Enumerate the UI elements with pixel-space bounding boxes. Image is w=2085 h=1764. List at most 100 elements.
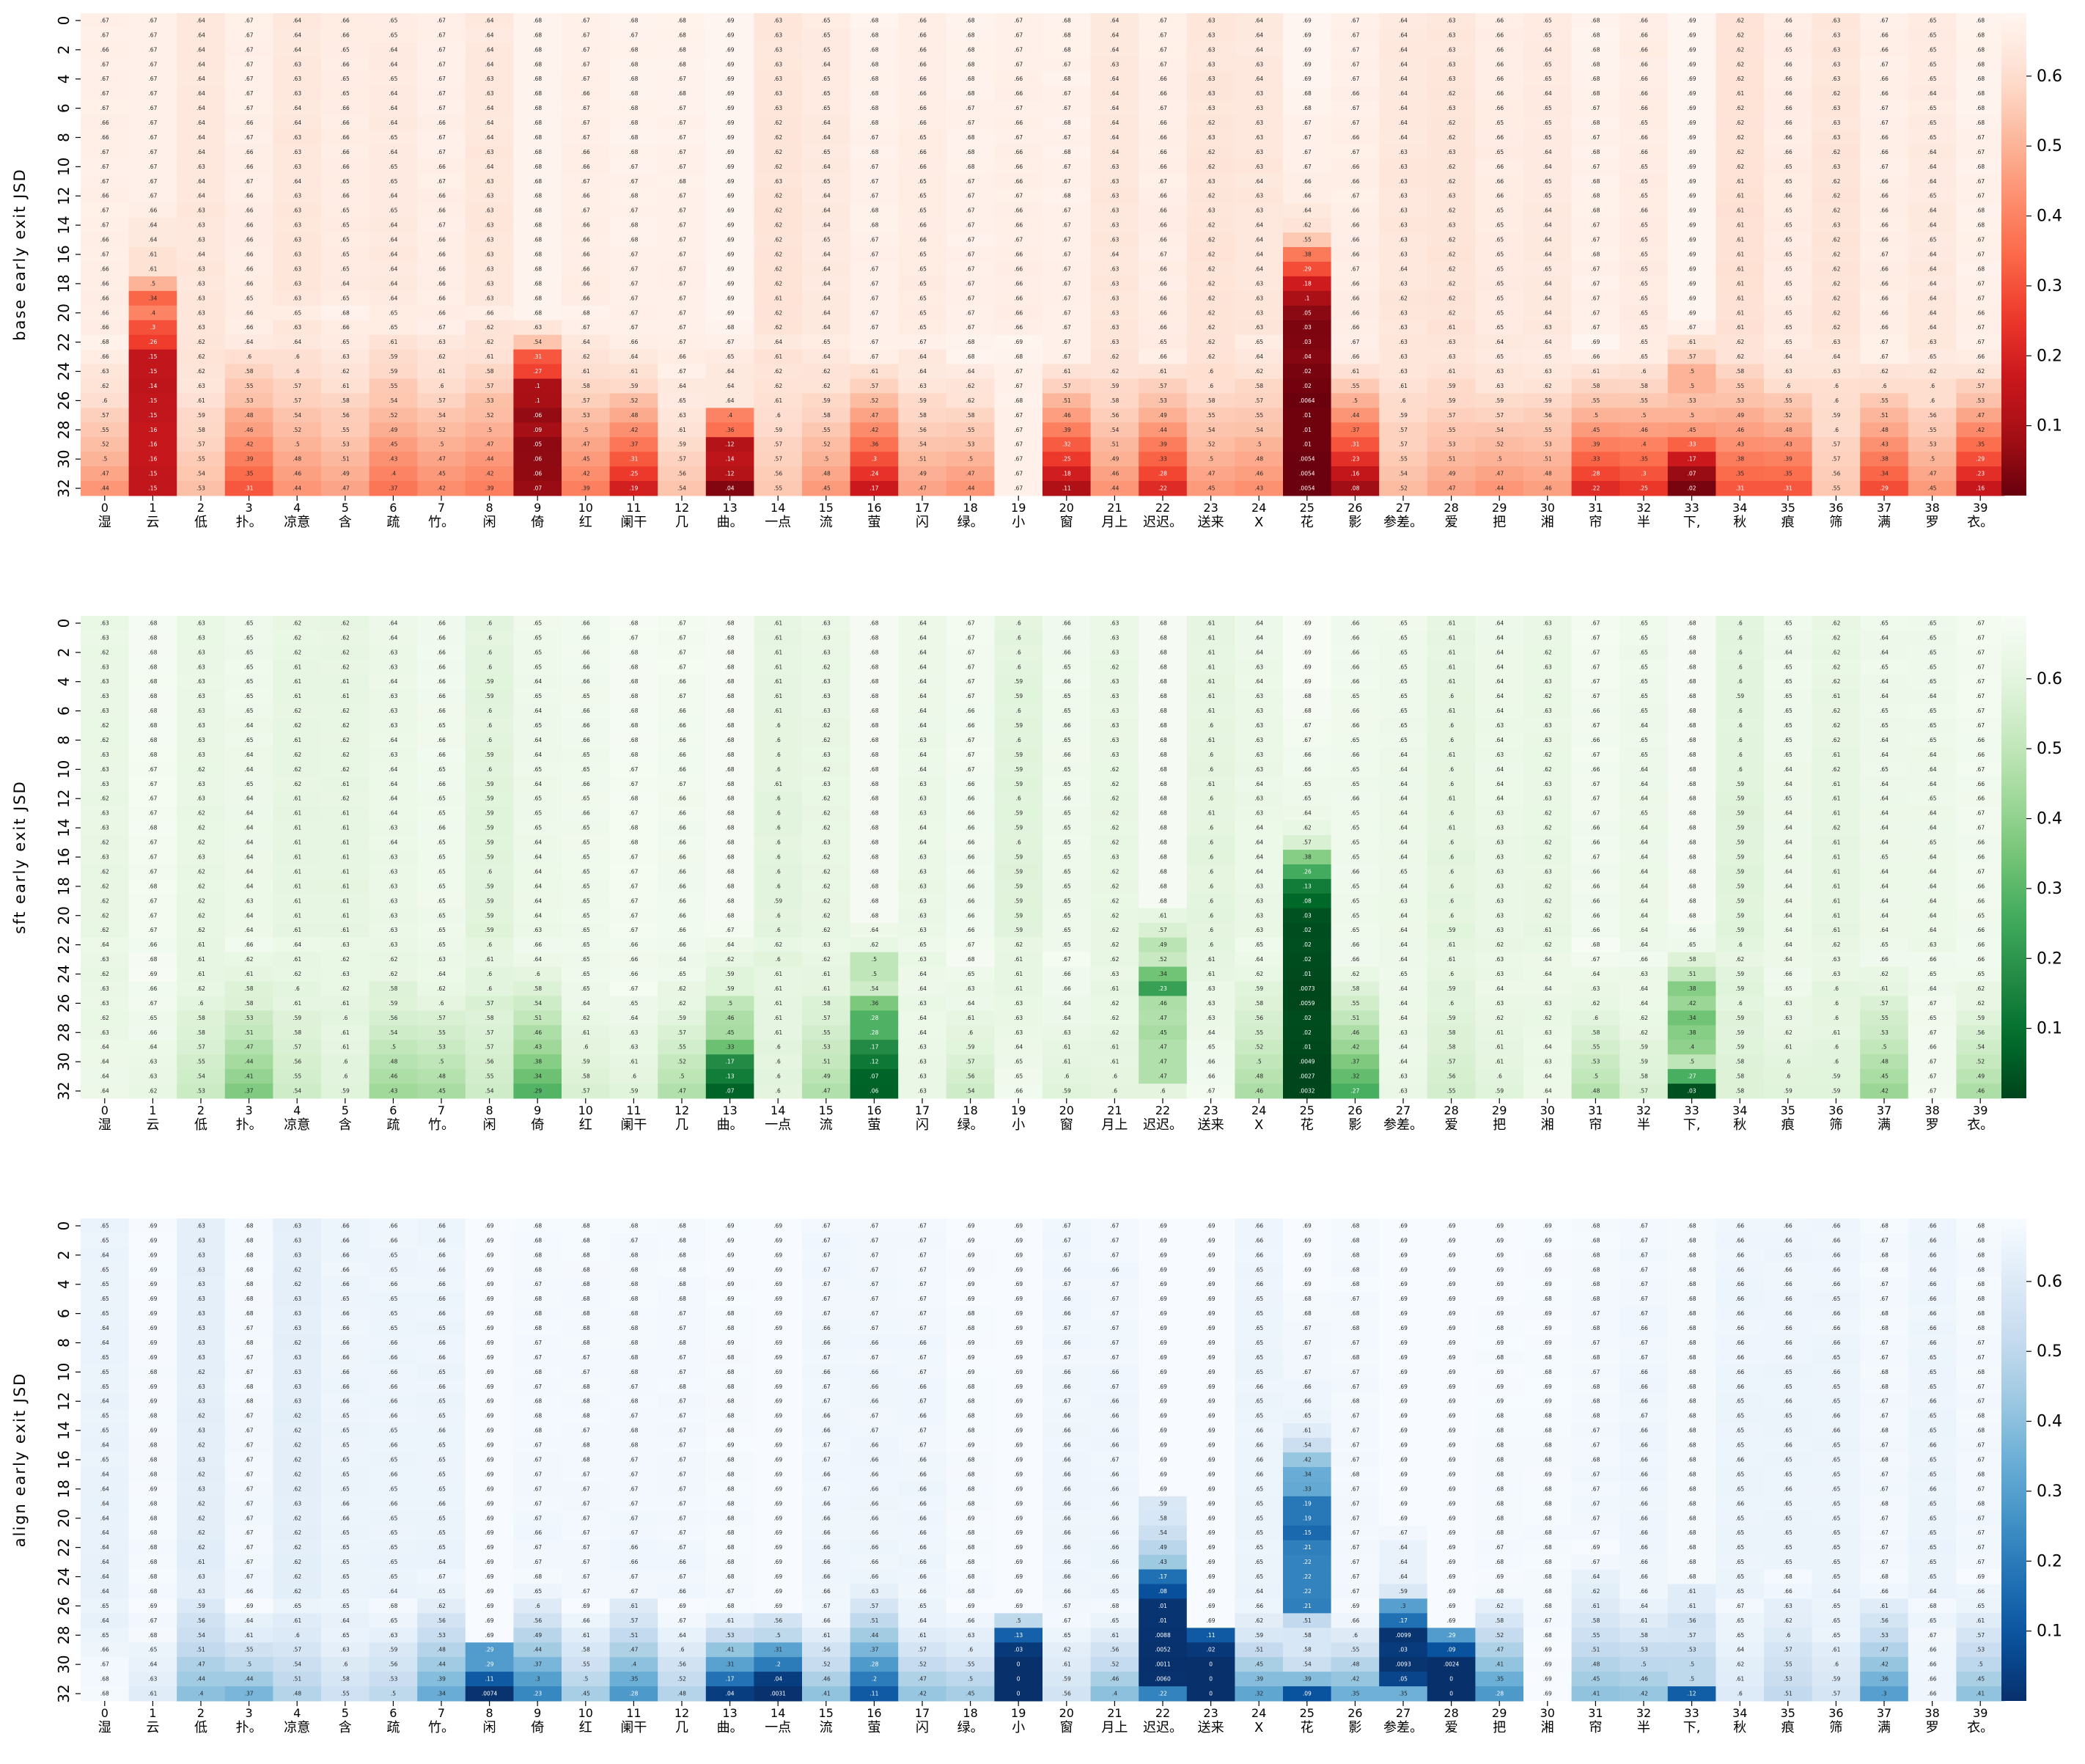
cell-annotation: .68 (869, 649, 878, 655)
heatmap-cell (321, 188, 370, 204)
cell-annotation: .69 (1688, 17, 1696, 23)
cell-annotation: .62 (1735, 46, 1744, 53)
cell-annotation: .66 (1639, 90, 1648, 97)
cell-annotation: .67 (581, 61, 590, 67)
cell-annotation: .62 (1207, 339, 1216, 345)
cell-annotation: .64 (1399, 781, 1408, 787)
cell-annotation: .64 (966, 368, 975, 375)
cell-annotation: .67 (629, 854, 638, 861)
cell-annotation: .61 (1399, 383, 1408, 389)
cell-annotation: .65 (1880, 854, 1889, 861)
cell-annotation: .65 (341, 251, 350, 258)
cell-annotation: .64 (1928, 825, 1937, 831)
cell-annotation: .66 (1880, 324, 1889, 331)
cell-annotation: .63 (822, 941, 831, 948)
cell-annotation: .51 (1447, 456, 1456, 463)
cell-annotation: .67 (869, 134, 878, 141)
cell-annotation: .63 (1399, 207, 1408, 214)
cell-annotation: .62 (1207, 265, 1216, 272)
heatmap-cell (802, 86, 851, 102)
cell-annotation: .44 (966, 485, 975, 492)
cell-annotation: .64 (1254, 839, 1263, 846)
cell-annotation: .65 (341, 295, 350, 301)
cell-annotation: .69 (1591, 339, 1600, 345)
cell-annotation: .66 (1495, 32, 1504, 38)
cell-annotation: .61 (485, 353, 494, 360)
cell-annotation: .63 (918, 897, 927, 904)
cell-annotation: .65 (1784, 46, 1792, 53)
cell-annotation: .63 (1399, 178, 1408, 185)
cell-annotation: .6 (487, 722, 492, 729)
colorbar-tick-label: 0.1 (2037, 417, 2062, 436)
cell-annotation: .67 (1591, 751, 1600, 758)
cell-annotation: .67 (100, 61, 109, 67)
cell-annotation: .42 (437, 485, 446, 492)
cell-annotation: .64 (389, 222, 397, 229)
cell-annotation: .67 (1976, 693, 1985, 699)
cell-annotation: .6 (1208, 897, 1213, 904)
cell-annotation: .61 (196, 971, 205, 977)
heatmap-cell (754, 159, 803, 174)
cell-annotation: .64 (485, 61, 494, 67)
cell-annotation: .64 (1928, 163, 1937, 170)
heatmap-cell (705, 188, 754, 204)
cell-annotation: .63 (1831, 17, 1840, 23)
heatmap-cell (128, 42, 177, 58)
cell-annotation: .66 (677, 927, 686, 933)
cell-annotation: .63 (1928, 339, 1937, 345)
cell-annotation: .68 (1062, 32, 1071, 38)
cell-annotation: .6 (1449, 781, 1454, 787)
heatmap-cell (81, 86, 130, 102)
heatmap-cell (562, 144, 611, 160)
cell-annotation: .62 (1447, 309, 1456, 316)
cell-annotation: .59 (677, 1015, 686, 1021)
cell-annotation: .69 (1688, 295, 1696, 301)
cell-annotation: .63 (1399, 280, 1408, 287)
cell-annotation: .67 (966, 280, 975, 287)
cell-annotation: .16 (1976, 485, 1985, 492)
cell-annotation: .68 (1688, 766, 1696, 773)
heatmap-cell (1764, 56, 1813, 73)
heatmap-cell (562, 115, 611, 131)
cell-annotation: .64 (245, 912, 254, 919)
cell-annotation: .66 (1014, 207, 1023, 214)
heatmap-cell (946, 174, 995, 189)
heatmap-cell (1475, 27, 1524, 43)
cell-annotation: .65 (1350, 737, 1359, 743)
cell-annotation: .63 (1207, 61, 1216, 67)
cell-annotation: .02 (1303, 368, 1312, 375)
cell-annotation: .57 (1447, 412, 1456, 419)
cell-annotation: .63 (1207, 17, 1216, 23)
cell-annotation: .64 (918, 664, 927, 670)
cell-annotation: .64 (1880, 839, 1889, 846)
cell-annotation: .61 (245, 971, 254, 977)
cell-annotation: .65 (822, 90, 831, 97)
cell-annotation: .64 (1543, 309, 1552, 316)
heatmap-cell (1379, 159, 1428, 174)
cell-annotation: .67 (148, 810, 157, 817)
cell-annotation: .59 (1735, 781, 1744, 787)
cell-annotation: .63 (533, 927, 542, 933)
heatmap-cell (1475, 71, 1524, 87)
cell-annotation: .63 (1254, 149, 1263, 155)
cell-annotation: .64 (293, 178, 301, 185)
heatmap-cell (1571, 144, 1620, 160)
heatmap-cell (1812, 27, 1861, 43)
heatmap-cell (224, 56, 273, 73)
cell-annotation: .08 (1303, 897, 1312, 904)
cell-annotation: .69 (1688, 163, 1696, 170)
cell-annotation: .68 (1158, 781, 1167, 787)
heatmap-cell (513, 159, 562, 174)
cell-annotation: .67 (1976, 649, 1985, 655)
cell-annotation: .62 (196, 810, 205, 817)
cell-annotation: .69 (726, 237, 735, 243)
heatmap-cell (898, 27, 947, 43)
cell-annotation: .61 (293, 737, 301, 743)
cell-annotation: .66 (1880, 178, 1889, 185)
heatmap-cell (1475, 130, 1524, 145)
cell-annotation: .52 (437, 427, 446, 433)
x-tick-label: 闲 (483, 515, 496, 530)
heatmap-cell (609, 86, 658, 102)
cell-annotation: .5 (1353, 397, 1358, 404)
cell-annotation: .61 (1831, 883, 1840, 889)
